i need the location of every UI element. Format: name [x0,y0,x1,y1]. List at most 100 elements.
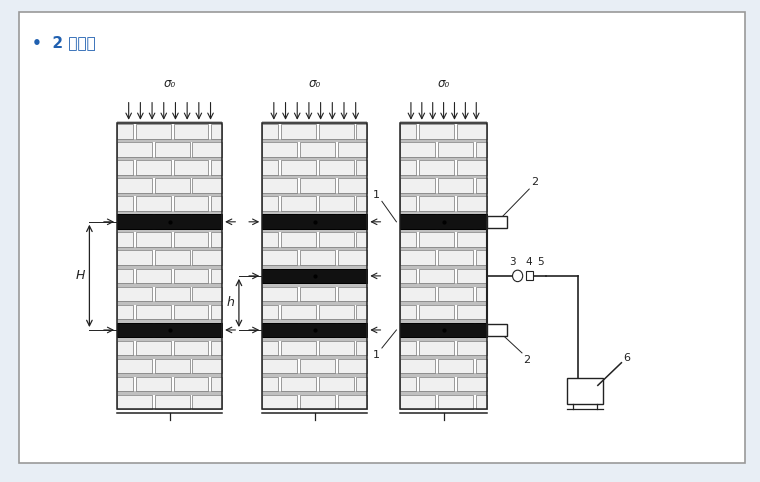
Bar [262,121,367,124]
Bar [476,214,487,229]
Bar [400,122,487,409]
Bar [211,232,222,247]
Bar [262,374,367,377]
Bar [419,341,454,355]
Bar [173,341,208,355]
Bar [155,395,189,409]
Bar [438,214,473,229]
Circle shape [512,270,523,281]
Bar [281,124,316,139]
Text: 5: 5 [537,257,543,267]
Bar [262,139,367,142]
Bar [262,286,297,301]
Bar [117,214,222,229]
Bar [262,142,297,157]
Bar [318,268,353,283]
Bar [262,301,367,305]
Bar [281,341,316,355]
Bar [400,124,416,139]
Bar [318,124,353,139]
Bar [192,359,222,374]
Text: 2: 2 [530,177,538,187]
Bar [400,142,435,157]
Bar [262,322,367,337]
Bar [262,211,367,214]
Bar [438,322,473,337]
Bar [337,286,367,301]
Bar [117,196,133,211]
Bar [192,322,222,337]
Bar [117,359,152,374]
Bar [400,337,487,341]
Bar [300,395,334,409]
Bar [356,377,367,391]
Bar [457,161,487,175]
Bar [136,196,171,211]
Bar [117,319,222,322]
Bar [400,391,487,395]
Bar [262,319,367,322]
Bar [192,214,222,229]
Bar [117,229,222,232]
Bar [457,196,487,211]
Bar [262,395,297,409]
Bar [262,161,278,175]
Bar [262,355,367,359]
Bar [318,377,353,391]
Bar [337,359,367,374]
Bar [419,377,454,391]
Bar [117,265,222,268]
Bar [262,337,367,341]
Bar [262,305,278,319]
Bar [117,193,222,197]
Bar [155,214,189,229]
Bar [400,322,487,337]
Bar [419,268,454,283]
Bar [117,355,222,359]
Bar [400,211,487,214]
Bar [438,359,473,374]
Bar [211,341,222,355]
Bar [155,359,189,374]
Bar [262,251,297,265]
Bar [400,322,435,337]
Bar [300,178,334,193]
Bar [117,139,222,142]
Bar [117,247,222,251]
Text: 1: 1 [372,190,380,200]
Bar [117,374,222,377]
Bar [400,341,416,355]
Bar [476,142,487,157]
Bar [262,214,367,229]
Bar [262,122,367,409]
Bar [173,377,208,391]
Bar [136,268,171,283]
Bar [136,232,171,247]
Bar [318,196,353,211]
Bar [155,286,189,301]
Bar [117,301,222,305]
Bar [281,377,316,391]
Bar [211,377,222,391]
Bar [117,175,222,178]
Bar [117,211,222,214]
Bar [476,251,487,265]
Bar [400,301,487,305]
Bar [117,391,222,395]
Bar [262,377,278,391]
Bar [117,268,133,283]
Bar [117,337,222,341]
Bar [400,286,435,301]
Bar [117,121,222,124]
Bar [419,232,454,247]
Text: σ₀: σ₀ [163,77,176,90]
Bar [487,216,508,228]
Bar [262,196,278,211]
Bar [476,322,487,337]
Bar [192,178,222,193]
Bar [262,232,278,247]
Bar [211,124,222,139]
Bar [300,251,334,265]
Bar [262,391,367,395]
Bar [318,161,353,175]
